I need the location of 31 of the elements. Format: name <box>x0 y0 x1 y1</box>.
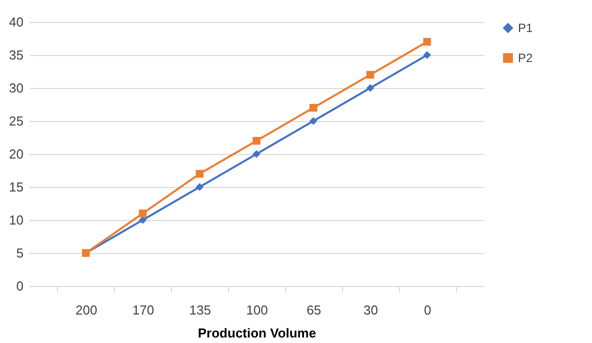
x-tick-label: 200 <box>76 302 98 318</box>
point <box>252 136 260 145</box>
y-tick-label: 40 <box>9 14 24 30</box>
legend-label: P1 <box>518 21 534 35</box>
x-tick-label: 65 <box>306 302 322 318</box>
y-tick-label: 10 <box>9 212 24 228</box>
point <box>310 117 318 125</box>
x-tick-label: 135 <box>189 302 211 318</box>
y-tick-label: 30 <box>9 80 24 96</box>
point <box>366 84 374 92</box>
y-tick-label: 5 <box>16 246 24 260</box>
legend-label: P2 <box>518 51 534 65</box>
point <box>252 150 260 158</box>
point <box>366 70 374 79</box>
x-tick-label: 0 <box>424 302 432 318</box>
x-tick-label: 30 <box>364 302 378 318</box>
point <box>138 210 147 218</box>
y-tick-label: 0 <box>16 278 24 294</box>
y-tick-label: 15 <box>9 180 24 194</box>
point <box>196 170 204 178</box>
point <box>423 51 431 59</box>
x-tick-label: 100 <box>246 302 268 318</box>
point <box>196 183 204 191</box>
y-tick-label: 20 <box>9 146 24 162</box>
point <box>423 38 431 46</box>
point <box>138 216 147 224</box>
point <box>310 104 318 112</box>
y-tick-label: 35 <box>9 48 24 62</box>
x-tick-label: 170 <box>132 302 154 318</box>
y-tick-label: 25 <box>9 114 24 128</box>
x-axis-title: Production Volume <box>198 326 316 340</box>
